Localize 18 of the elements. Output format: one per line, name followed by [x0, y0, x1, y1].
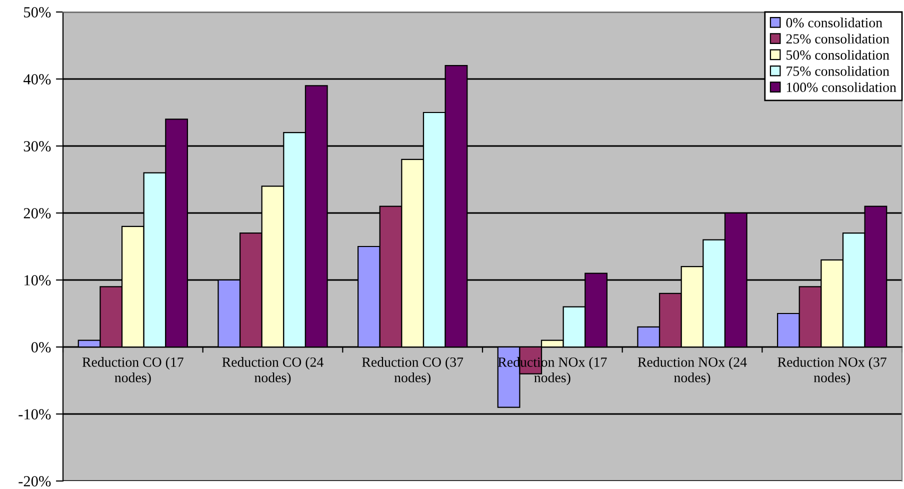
- legend-label: 0% consolidation: [786, 18, 882, 28]
- x-tick-label: Reduction CO (17 nodes): [82, 357, 184, 386]
- y-tick-label: -10%: [18, 409, 51, 420]
- y-tick-label: 40%: [23, 74, 51, 84]
- legend-label: 25% consolidation: [786, 34, 890, 44]
- x-tick-label: Reduction CO (37 nodes): [362, 357, 464, 386]
- y-tick-label: 50%: [24, 7, 51, 18]
- x-tick-label: Reduction CO (24 nodes): [222, 357, 324, 386]
- y-tick-label: 0%: [31, 342, 51, 352]
- y-tick-label: -20%: [18, 476, 51, 486]
- legend-label: 50% consolidation: [786, 50, 890, 60]
- legend-label: 100% consolidation: [786, 82, 896, 92]
- y-tick-label: 20%: [24, 208, 51, 218]
- legend-label: 75% consolidation: [786, 66, 890, 76]
- x-tick-label: Reduction NOx (37 nodes): [778, 357, 886, 386]
- y-tick-label: 10%: [24, 275, 51, 286]
- y-tick-label: 30%: [24, 141, 51, 152]
- x-tick-label: Reduction NOx (24 nodes): [638, 357, 747, 386]
